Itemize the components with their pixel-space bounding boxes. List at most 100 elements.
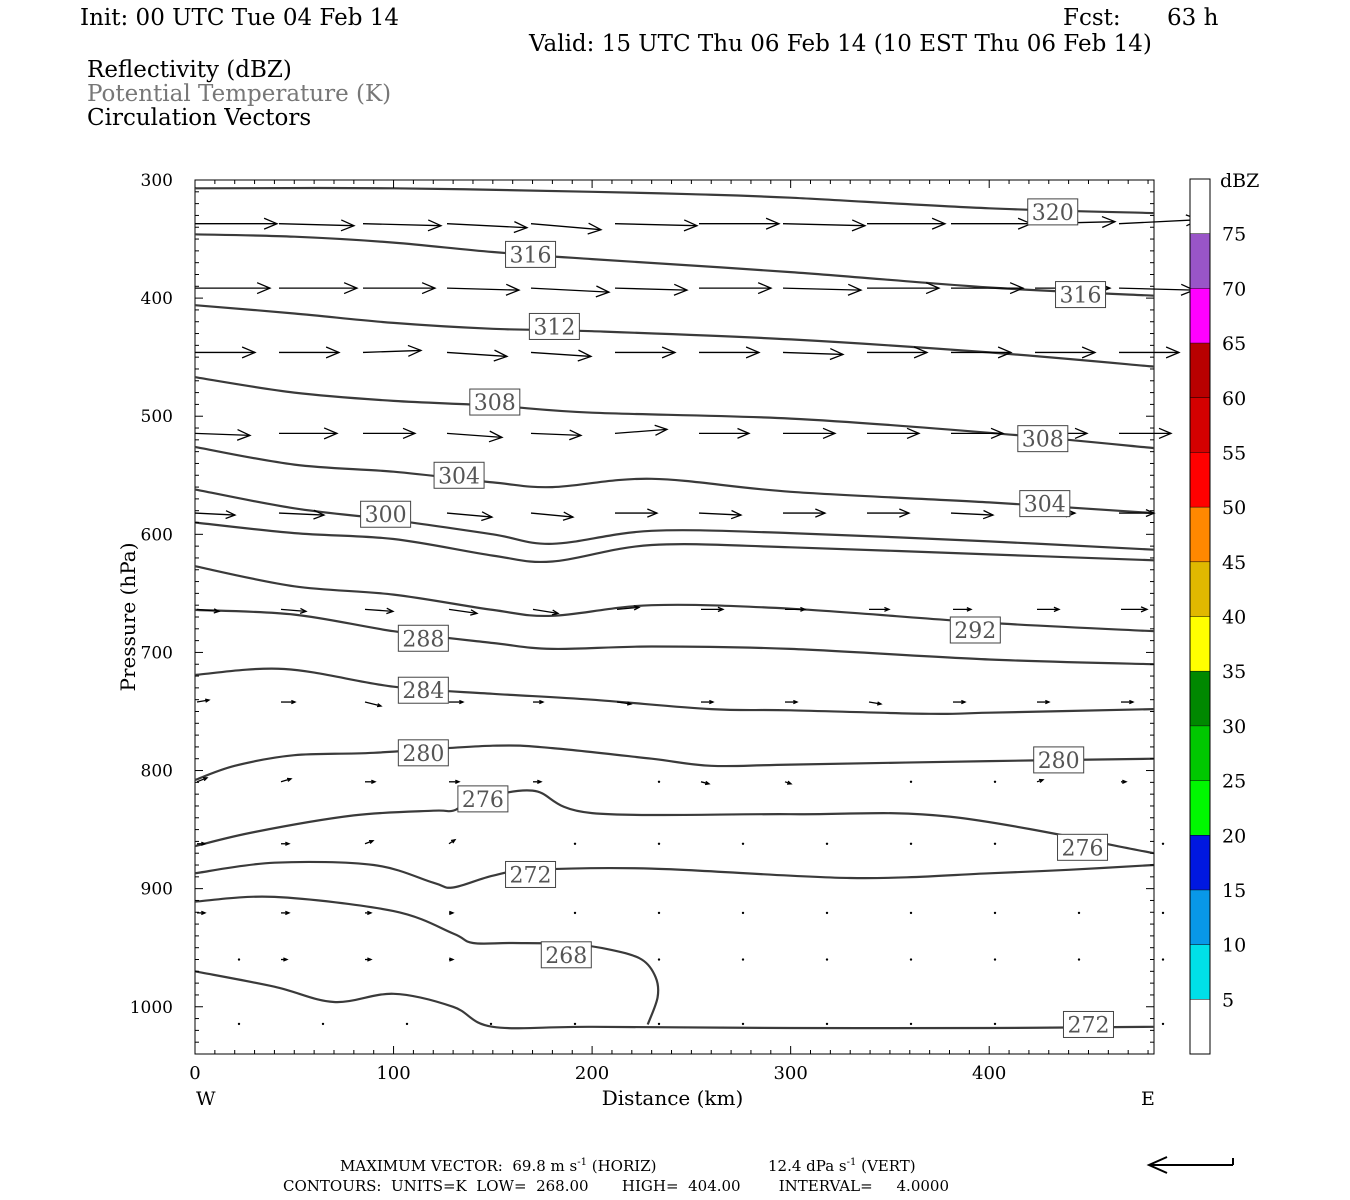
contour-label: 308 bbox=[474, 391, 516, 416]
contour-label: 280 bbox=[1038, 749, 1080, 774]
vector-head bbox=[325, 346, 341, 359]
contour-label-box bbox=[505, 860, 557, 888]
theta-contour-280 bbox=[194, 744, 1155, 782]
vector-head bbox=[283, 957, 289, 962]
horiz-unit-exponent: -1 bbox=[577, 1157, 587, 1168]
vector-head bbox=[1145, 509, 1156, 518]
vector-head bbox=[202, 777, 209, 782]
contour-label-box bbox=[949, 616, 1001, 644]
x-end-label-west: W bbox=[196, 1088, 216, 1110]
theta-contour-284 bbox=[194, 667, 1155, 716]
y-tick-label: 500 bbox=[141, 407, 173, 427]
vector-head bbox=[661, 346, 677, 359]
vector-head bbox=[376, 703, 383, 708]
vector-point bbox=[993, 911, 997, 915]
contour-label: 288 bbox=[402, 627, 444, 652]
colorbar-tick-label: 60 bbox=[1222, 388, 1246, 410]
circulation-vector bbox=[532, 608, 559, 615]
vector-head bbox=[285, 841, 291, 846]
horiz-label: (HORIZ) bbox=[586, 1157, 657, 1175]
vector-point bbox=[405, 1022, 409, 1026]
colorbar-tick-label: 10 bbox=[1222, 935, 1246, 957]
circulation-vector bbox=[446, 223, 528, 229]
vector-head bbox=[286, 777, 293, 782]
theta-contour-316 bbox=[194, 233, 1155, 297]
vector-head bbox=[402, 427, 417, 440]
contour-label-box bbox=[528, 312, 580, 340]
theta-contour-288 bbox=[194, 608, 1155, 666]
vector-head bbox=[481, 511, 494, 522]
circulation-vector bbox=[530, 223, 602, 231]
vector-head bbox=[256, 282, 272, 295]
vector-head bbox=[1165, 346, 1181, 359]
forecast-label: Fcst: bbox=[1063, 5, 1121, 31]
plot-frame bbox=[194, 179, 1155, 1055]
vector-point bbox=[657, 780, 661, 784]
theta-contour-312 bbox=[194, 304, 1155, 368]
circulation-vector bbox=[868, 701, 882, 705]
vector-head bbox=[961, 699, 967, 705]
contour-label: 272 bbox=[1067, 1013, 1109, 1038]
colorbar-tick-label: 20 bbox=[1222, 825, 1246, 847]
contour-label: 316 bbox=[510, 243, 552, 268]
x-tick-label: 400 bbox=[972, 1063, 1006, 1084]
reference-vector-arrow-icon bbox=[1146, 1156, 1234, 1174]
circulation-vector bbox=[278, 223, 355, 227]
contour-label-box bbox=[397, 624, 449, 652]
circulation-vector bbox=[194, 432, 251, 437]
circulation-vector bbox=[194, 512, 236, 516]
y-tick-label: 400 bbox=[141, 289, 173, 309]
colorbar-tick-label: 45 bbox=[1222, 552, 1246, 574]
vector-point bbox=[1161, 958, 1165, 961]
vector-head bbox=[737, 427, 751, 439]
vector-point bbox=[993, 1022, 997, 1026]
vector-head bbox=[683, 219, 699, 232]
colorbar-tick-label: 35 bbox=[1222, 661, 1246, 683]
circulation-vector bbox=[446, 432, 503, 439]
vector-head bbox=[876, 701, 883, 706]
vector-point bbox=[909, 911, 913, 915]
theta-contour-268 bbox=[194, 895, 660, 1025]
vector-point bbox=[1161, 911, 1165, 915]
colorbar-tick-label: 40 bbox=[1222, 607, 1246, 629]
vector-head bbox=[225, 510, 237, 520]
x-tick-label: 300 bbox=[773, 1063, 807, 1084]
vector-head bbox=[204, 698, 211, 703]
vector-point bbox=[741, 842, 745, 845]
vector-point bbox=[489, 1022, 493, 1026]
vector-head bbox=[587, 222, 603, 235]
theta-contour-296 bbox=[194, 521, 1155, 564]
vector-head bbox=[822, 427, 837, 440]
contour-label: 276 bbox=[462, 788, 504, 813]
contour-label: 312 bbox=[533, 315, 575, 340]
vector-head bbox=[1009, 282, 1025, 295]
contour-label-box bbox=[1017, 425, 1069, 453]
vector-point bbox=[825, 958, 829, 961]
circulation-vector bbox=[446, 287, 520, 291]
valid-time: Valid: 15 UTC Thu 06 Feb 14 (10 EST Thu … bbox=[529, 31, 1152, 57]
vector-head bbox=[1045, 699, 1051, 705]
circulation-vector bbox=[950, 512, 994, 516]
theta-contour-304 bbox=[194, 445, 1155, 515]
colorbar-tick-label: 30 bbox=[1222, 716, 1246, 738]
circulation-vector bbox=[362, 349, 422, 354]
vector-head bbox=[906, 427, 921, 440]
x-tick-label: 200 bbox=[575, 1063, 609, 1084]
contour-label-box bbox=[1033, 746, 1085, 774]
circulation-vector bbox=[448, 608, 478, 615]
vector-head bbox=[236, 428, 252, 441]
contour-label-box bbox=[397, 739, 449, 767]
circulation-vector bbox=[782, 223, 866, 227]
contour-label-box bbox=[457, 785, 509, 813]
vector-head bbox=[730, 509, 743, 520]
contour-label-box bbox=[433, 461, 485, 489]
vector-point bbox=[657, 1022, 661, 1026]
vector-head bbox=[793, 699, 799, 705]
vector-head bbox=[513, 221, 529, 234]
init-time: Init: 00 UTC Tue 04 Feb 14 bbox=[80, 5, 400, 31]
vector-head bbox=[449, 957, 455, 962]
vector-head bbox=[488, 430, 504, 443]
x-axis-label: Distance (km) bbox=[602, 1086, 744, 1110]
vector-head bbox=[829, 347, 845, 361]
